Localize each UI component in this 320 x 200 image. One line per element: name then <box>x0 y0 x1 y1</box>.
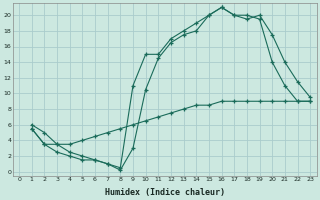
X-axis label: Humidex (Indice chaleur): Humidex (Indice chaleur) <box>105 188 225 197</box>
